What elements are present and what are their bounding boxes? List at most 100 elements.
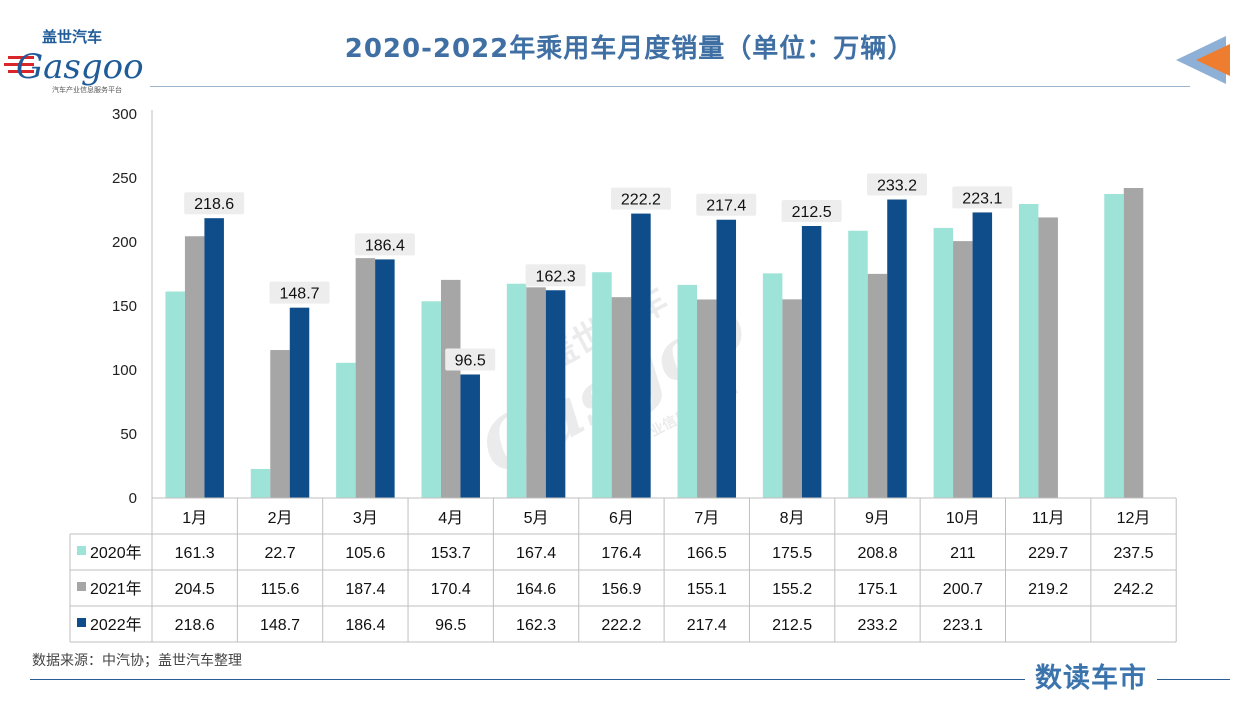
table-cell: 22.7 (264, 545, 295, 562)
table-cell: 175.1 (857, 581, 897, 598)
page-title: 2020-2022年乘用车月度销量（单位：万辆） (344, 34, 915, 64)
table-cell: 155.1 (687, 581, 727, 598)
bar (801, 226, 822, 498)
brand-label: 数读车市 (1025, 656, 1157, 695)
bar (526, 287, 546, 498)
table-cell: 219.2 (1028, 581, 1068, 598)
table-cell: 217.4 (687, 617, 727, 634)
data-label: 223.1 (962, 190, 1002, 207)
data-label: 217.4 (706, 198, 746, 215)
x-tick-label: 10月 (946, 510, 980, 527)
bar (1018, 203, 1039, 498)
bar (867, 273, 888, 498)
data-label-box (866, 173, 927, 196)
bar (611, 297, 632, 498)
table-cell: 200.7 (943, 581, 983, 598)
table-cell: 222.2 (601, 617, 641, 634)
x-tick-label: 11月 (1032, 510, 1065, 527)
table-cell: 96.5 (435, 617, 466, 634)
bar (677, 284, 698, 498)
bar (933, 227, 954, 499)
table-cell: 162.3 (516, 617, 556, 634)
data-label: 218.6 (194, 196, 234, 213)
logo-tagline: 汽车产业信息服务平台 (52, 85, 122, 94)
bar (697, 299, 717, 498)
table-cell: 208.8 (857, 545, 897, 562)
bar (440, 279, 461, 498)
bar (592, 272, 612, 498)
x-tick-label: 6月 (609, 510, 634, 527)
bar (375, 259, 395, 498)
table-cell: 105.6 (345, 545, 385, 562)
bar (1038, 217, 1058, 498)
x-tick-label: 7月 (694, 510, 719, 527)
table-cell: 233.2 (857, 617, 897, 634)
title-divider (150, 86, 1190, 87)
table-cell: 166.5 (687, 545, 727, 562)
legend-label: 2021年 (90, 580, 142, 598)
logo-speed-lines-icon (4, 56, 34, 73)
data-label-box (952, 186, 1013, 209)
logo-cn-text: 盖世汽车 (42, 28, 102, 46)
table-cell: 212.5 (772, 617, 812, 634)
data-label-box (184, 192, 245, 215)
bar (421, 301, 441, 498)
table-cell: 167.4 (516, 545, 556, 562)
data-label: 186.4 (365, 237, 405, 254)
data-label: 148.7 (280, 286, 320, 303)
footer-divider (30, 679, 1230, 680)
data-label-box (354, 233, 415, 256)
bar (972, 212, 993, 498)
bar (1123, 187, 1144, 498)
y-tick-label: 150 (112, 298, 137, 315)
y-tick-label: 0 (129, 490, 137, 507)
bar (1104, 194, 1124, 498)
table-cell: 187.4 (345, 581, 385, 598)
legend-label: 2022年 (90, 616, 142, 634)
table-cell: 242.2 (1114, 581, 1154, 598)
logo-en-text: Gasgoo (16, 47, 144, 87)
table-cell: 218.6 (175, 617, 215, 634)
y-tick-label: 300 (112, 106, 137, 123)
x-tick-label: 2月 (268, 510, 293, 527)
bar (545, 290, 566, 498)
table-cell: 153.7 (431, 545, 471, 562)
table-cell: 211 (950, 545, 976, 562)
x-tick-label: 8月 (780, 510, 805, 527)
bar (204, 218, 224, 498)
bar (336, 362, 356, 498)
data-label: 96.5 (455, 352, 486, 369)
bar (887, 199, 907, 498)
table-cell: 175.5 (772, 545, 812, 562)
bar (184, 236, 205, 499)
data-label: 162.3 (536, 268, 576, 285)
table-cell: 156.9 (601, 581, 641, 598)
source-note: 数据来源：中汽协；盖世汽车整理 (32, 653, 242, 669)
bar (848, 230, 868, 498)
bar (782, 299, 802, 498)
legend-swatch (77, 546, 86, 555)
corner-arrows-icon (1176, 36, 1230, 84)
x-tick-label: 3月 (353, 510, 378, 527)
legend-swatch (77, 618, 86, 627)
data-label: 233.2 (877, 178, 917, 195)
bar (460, 374, 480, 498)
y-tick-label: 100 (112, 362, 137, 379)
x-tick-label: 9月 (865, 510, 890, 527)
data-label: 212.5 (792, 204, 832, 221)
bar (762, 273, 783, 498)
data-label-box (781, 200, 842, 222)
bar (953, 241, 973, 498)
data-label: 222.2 (621, 192, 661, 209)
bar (289, 307, 310, 498)
y-tick-label: 250 (112, 170, 137, 187)
table-cell: 155.2 (772, 581, 812, 598)
bar (355, 258, 376, 498)
x-tick-label: 1月 (182, 510, 207, 527)
table-cell: 148.7 (260, 617, 300, 634)
legend-label: 2020年 (90, 544, 142, 562)
x-tick-label: 12月 (1117, 510, 1151, 527)
data-label-box (610, 187, 671, 210)
y-tick-label: 200 (112, 234, 137, 251)
